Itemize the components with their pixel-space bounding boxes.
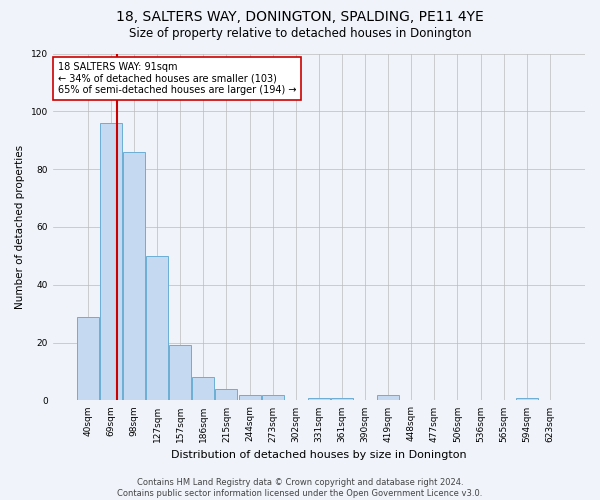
Text: 18 SALTERS WAY: 91sqm
← 34% of detached houses are smaller (103)
65% of semi-det: 18 SALTERS WAY: 91sqm ← 34% of detached … bbox=[58, 62, 296, 96]
Bar bbox=[377, 394, 399, 400]
Text: Contains HM Land Registry data © Crown copyright and database right 2024.
Contai: Contains HM Land Registry data © Crown c… bbox=[118, 478, 482, 498]
Bar bbox=[239, 394, 260, 400]
Bar bbox=[262, 394, 284, 400]
X-axis label: Distribution of detached houses by size in Donington: Distribution of detached houses by size … bbox=[171, 450, 467, 460]
Text: 18, SALTERS WAY, DONINGTON, SPALDING, PE11 4YE: 18, SALTERS WAY, DONINGTON, SPALDING, PE… bbox=[116, 10, 484, 24]
Bar bbox=[516, 398, 538, 400]
Bar bbox=[169, 346, 191, 401]
Bar bbox=[308, 398, 330, 400]
Bar bbox=[123, 152, 145, 400]
Y-axis label: Number of detached properties: Number of detached properties bbox=[15, 145, 25, 309]
Text: Size of property relative to detached houses in Donington: Size of property relative to detached ho… bbox=[128, 28, 472, 40]
Bar bbox=[331, 398, 353, 400]
Bar bbox=[77, 316, 99, 400]
Bar bbox=[100, 123, 122, 400]
Bar bbox=[193, 378, 214, 400]
Bar bbox=[215, 389, 238, 400]
Bar bbox=[146, 256, 168, 400]
